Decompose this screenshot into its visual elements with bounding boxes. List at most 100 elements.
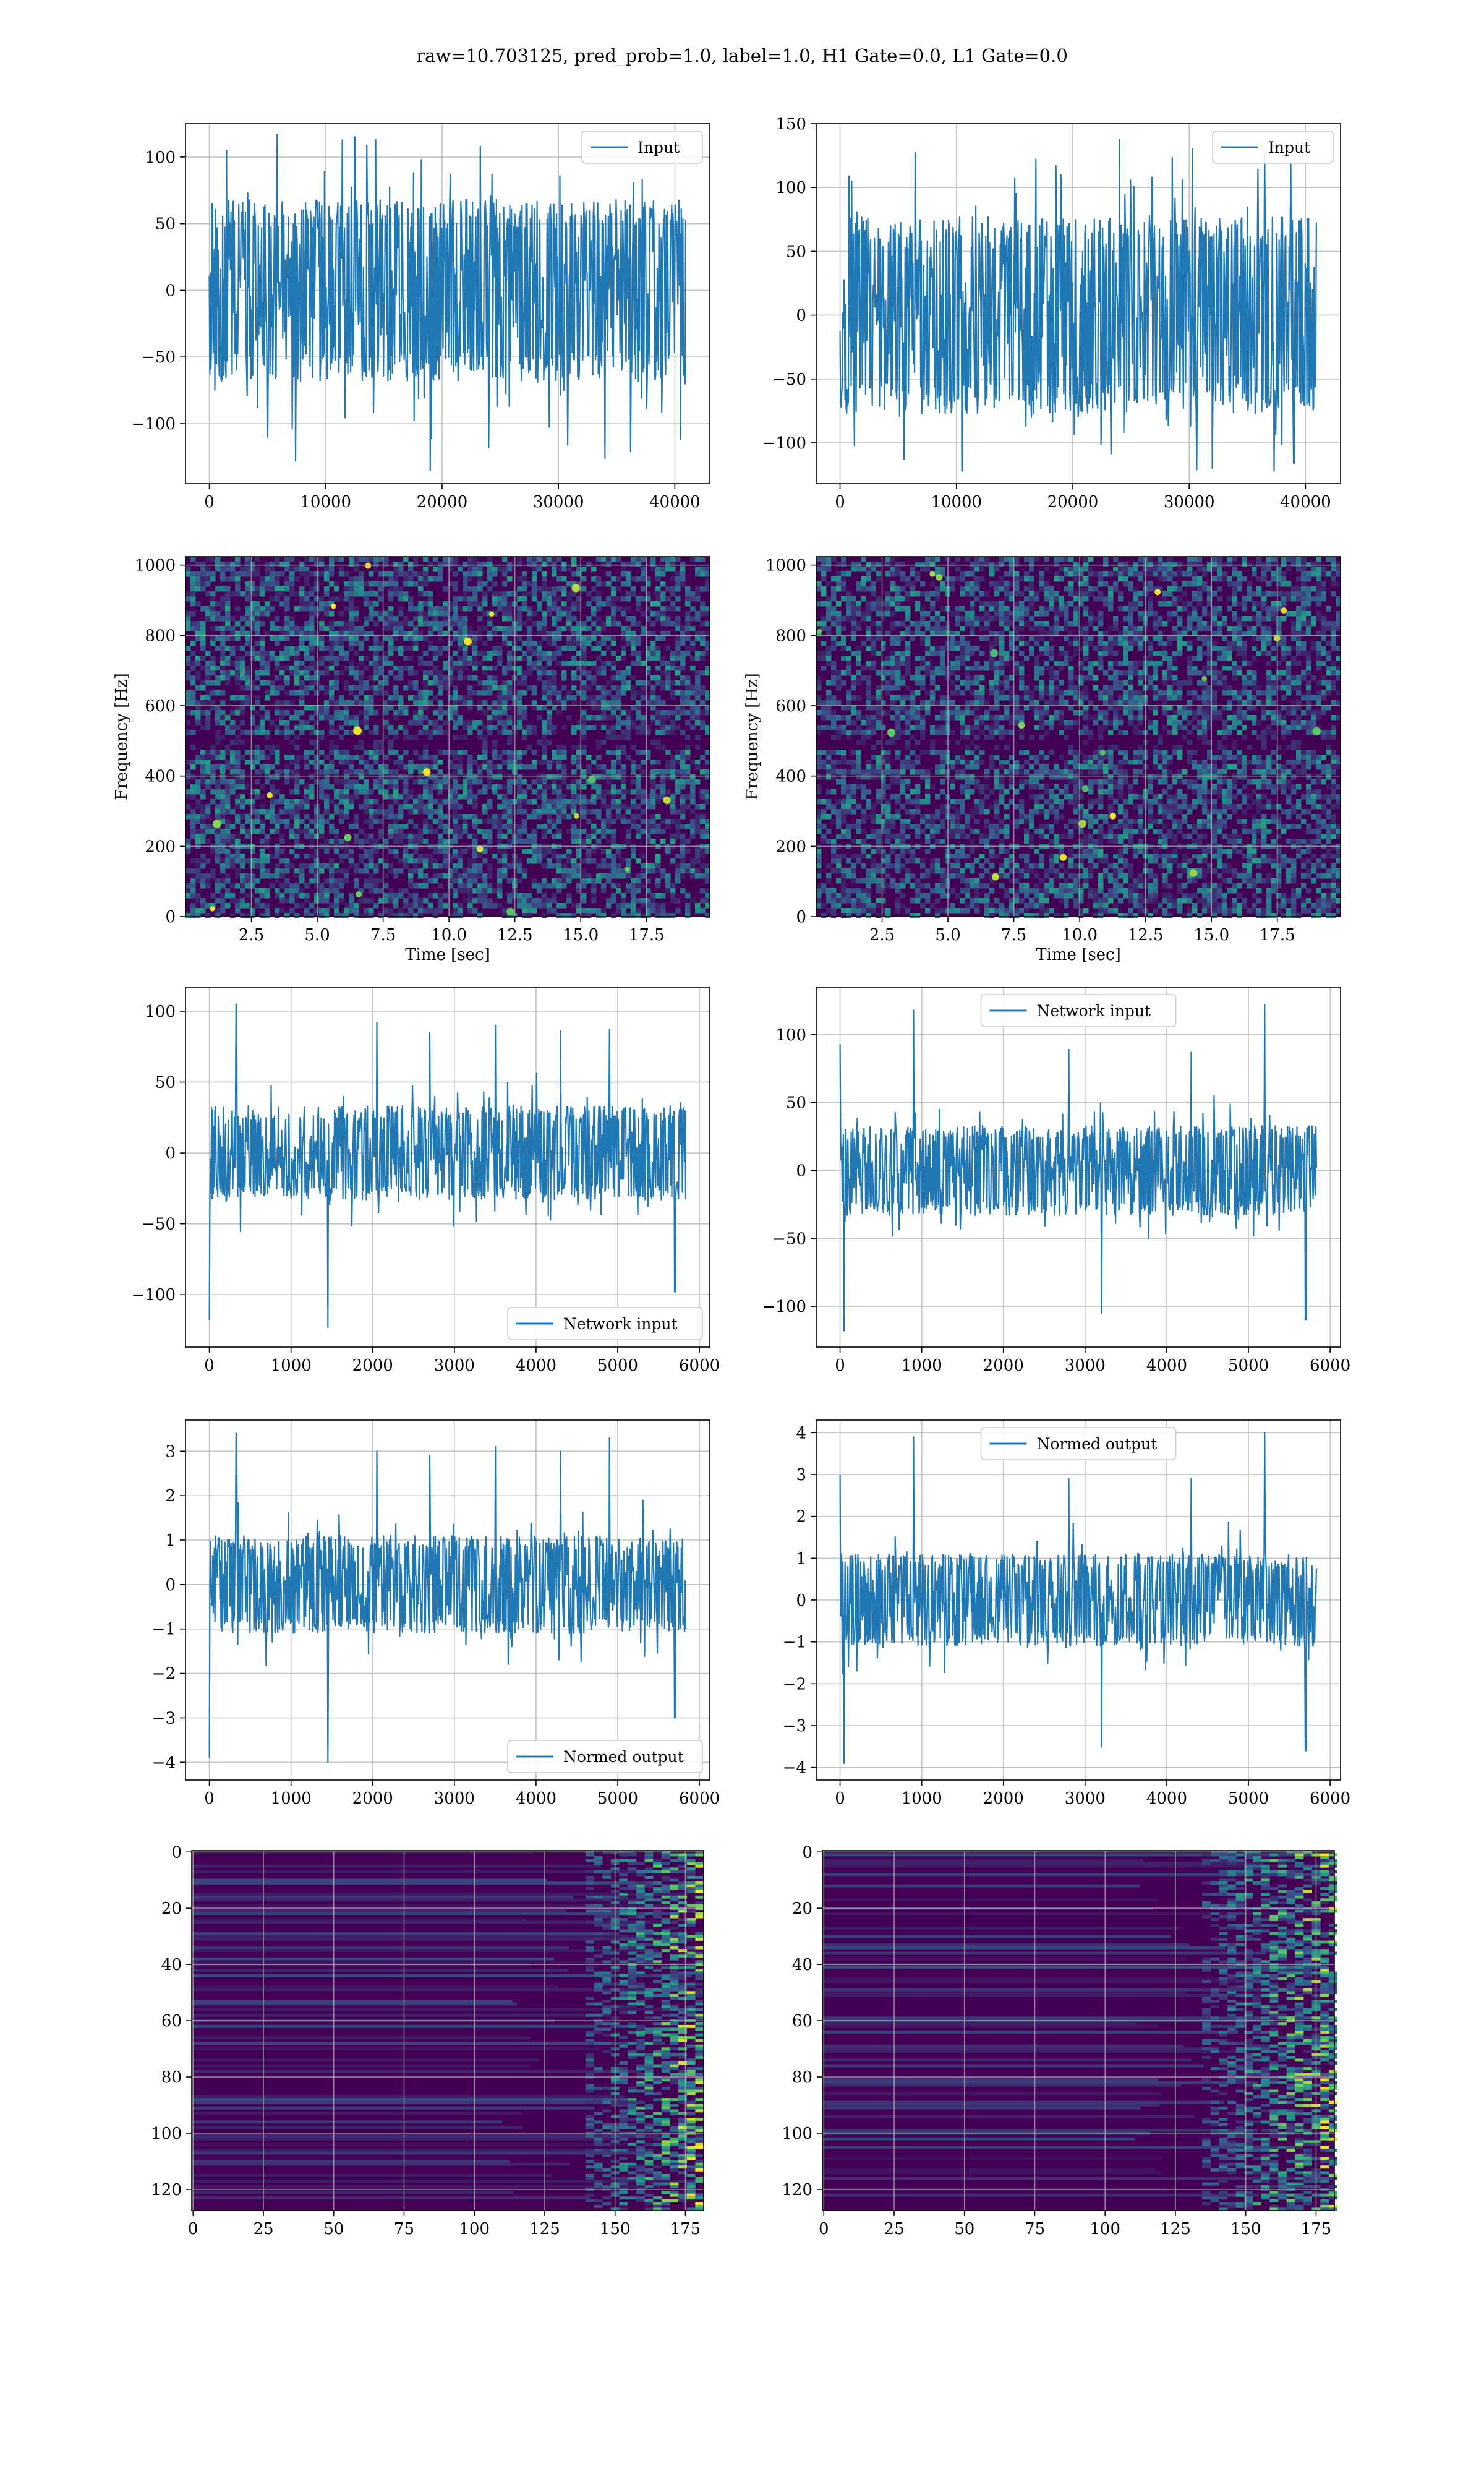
x-tick-label: 12.5 bbox=[1128, 926, 1164, 944]
y-tick-label: 0 bbox=[802, 1843, 812, 1862]
y-tick-label: 1 bbox=[165, 1531, 176, 1550]
y-tick-label: 60 bbox=[161, 2012, 182, 2031]
y-tick-label: 20 bbox=[792, 1899, 812, 1918]
grid-and-ticks: 2.5 5.0 7.5 10.0 12.5 15.0 17.5 0 200 400 600 800 10… bbox=[135, 557, 710, 944]
y-tick-label: 3 bbox=[165, 1442, 176, 1461]
spectrogram-image bbox=[186, 557, 710, 918]
feature-map-image bbox=[192, 1851, 704, 2211]
x-tick-label: 0 bbox=[819, 2220, 829, 2238]
x-tick-label: 0 bbox=[835, 1356, 845, 1375]
x-axis-label: Time [sec] bbox=[405, 946, 490, 964]
axes-frame bbox=[185, 123, 710, 484]
x-tick-label: 17.5 bbox=[629, 926, 665, 944]
x-tick-label: 30000 bbox=[1164, 493, 1215, 511]
chart-feat-l1: 0 25 50 75 100 125 150 175 0 20 40 60 80 100 120 bbox=[782, 1843, 1337, 2238]
x-tick-label: 25 bbox=[884, 2220, 904, 2238]
y-tick-label: −50 bbox=[772, 370, 806, 389]
x-tick-label: 25 bbox=[253, 2220, 273, 2238]
legend: Normed output bbox=[507, 1740, 703, 1773]
x-tick-label: 150 bbox=[600, 2220, 631, 2238]
x-tick-label: 20000 bbox=[417, 493, 468, 511]
y-tick-label: 50 bbox=[155, 1074, 176, 1092]
y-tick-label: −3 bbox=[783, 1717, 806, 1736]
y-tick-label: 0 bbox=[796, 1162, 806, 1180]
x-tick-label: 3000 bbox=[1065, 1356, 1106, 1375]
feature-map-image bbox=[822, 1851, 1337, 2211]
axes-frame bbox=[191, 1850, 704, 2211]
y-tick-label: 0 bbox=[796, 908, 806, 927]
legend-label: Normed output bbox=[1037, 1435, 1158, 1453]
x-tick-label: 30000 bbox=[533, 493, 584, 511]
chart-input-h1: 0 10000 20000 30000 40000 −100 −50 0 50 100 Input bbox=[132, 123, 710, 511]
axes-frame bbox=[816, 123, 1341, 484]
x-tick-label: 175 bbox=[1301, 2220, 1332, 2238]
x-tick-label: 4000 bbox=[516, 1356, 556, 1375]
y-tick-label: −3 bbox=[152, 1709, 176, 1727]
y-tick-label: 2 bbox=[796, 1508, 806, 1526]
x-tick-label: 7.5 bbox=[370, 926, 396, 944]
y-tick-label: 200 bbox=[775, 837, 806, 856]
y-tick-label: 50 bbox=[786, 242, 806, 261]
x-tick-label: 5000 bbox=[1228, 1356, 1269, 1375]
x-tick-label: 10.0 bbox=[1062, 926, 1098, 944]
x-tick-label: 125 bbox=[529, 2220, 560, 2238]
y-tick-label: 100 bbox=[145, 148, 176, 167]
x-tick-label: 1000 bbox=[271, 1789, 312, 1808]
x-tick-label: 2000 bbox=[983, 1789, 1024, 1808]
y-tick-label: 40 bbox=[792, 1956, 812, 1974]
x-axis-label: Time [sec] bbox=[1036, 946, 1121, 964]
x-tick-label: 2000 bbox=[352, 1356, 393, 1375]
y-tick-label: 0 bbox=[165, 908, 176, 927]
chart-netin-h1: 0 1000 2000 3000 4000 5000 6000 −100 −50 0 50 100 Ne… bbox=[132, 987, 720, 1375]
y-tick-label: −4 bbox=[783, 1759, 806, 1778]
y-tick-label: 0 bbox=[165, 281, 176, 300]
y-tick-label: −100 bbox=[132, 415, 176, 434]
y-tick-label: −1 bbox=[152, 1620, 176, 1639]
legend-box bbox=[980, 994, 1177, 1027]
chart-norm-h1: 0 1000 2000 3000 4000 5000 6000 −4 −3 −2 −1 0 1 2 3 Nor… bbox=[152, 1419, 720, 1808]
x-tick-label: 50 bbox=[954, 2220, 974, 2238]
y-tick-label: 800 bbox=[775, 627, 806, 645]
y-tick-label: 100 bbox=[775, 179, 806, 197]
y-tick-label: 800 bbox=[145, 627, 176, 645]
y-tick-label: 400 bbox=[145, 768, 176, 786]
y-tick-label: 80 bbox=[161, 2068, 182, 2087]
y-tick-label: −100 bbox=[132, 1286, 176, 1304]
y-tick-label: 40 bbox=[161, 1956, 182, 1974]
y-tick-label: 150 bbox=[775, 115, 806, 134]
legend: Normed output bbox=[980, 1427, 1177, 1460]
legend: Network input bbox=[980, 994, 1177, 1027]
axes-frame bbox=[816, 1419, 1341, 1781]
y-tick-label: 4 bbox=[796, 1424, 806, 1442]
legend: Network input bbox=[507, 1307, 703, 1340]
x-tick-label: 0 bbox=[204, 493, 215, 511]
y-tick-label: 100 bbox=[145, 1003, 176, 1021]
x-tick-label: 3000 bbox=[434, 1789, 475, 1808]
x-tick-label: 0 bbox=[188, 2220, 198, 2238]
x-tick-label: 40000 bbox=[1280, 493, 1331, 511]
chart-input-l1: 0 10000 20000 30000 40000 −100 −50 0 50 100 150 Inp… bbox=[762, 115, 1341, 511]
x-tick-label: 175 bbox=[670, 2220, 701, 2238]
x-tick-label: 10.0 bbox=[431, 926, 467, 944]
chart-qt-l1: 2.5 5.0 7.5 10.0 12.5 15.0 17.5 0 200 400 600 800 10… bbox=[743, 556, 1341, 964]
y-tick-label: 0 bbox=[171, 1843, 182, 1862]
chart-netin-l1: 0 1000 2000 3000 4000 5000 6000 −100 −50 0 50 100 Ne… bbox=[762, 987, 1350, 1375]
x-tick-label: 0 bbox=[204, 1789, 215, 1808]
legend: Input bbox=[581, 131, 703, 164]
x-tick-label: 6000 bbox=[679, 1789, 720, 1808]
x-tick-label: 4000 bbox=[1146, 1356, 1187, 1375]
legend: Input bbox=[1212, 131, 1334, 164]
y-tick-label: 0 bbox=[165, 1144, 176, 1163]
grid-and-ticks: 0 25 50 75 100 125 150 175 0 20 40 60 80 100 120 bbox=[782, 1843, 1334, 2238]
y-tick-label: 1000 bbox=[135, 557, 176, 575]
figure-suptitle: raw=10.703125, pred_prob=1.0, label=1.0,… bbox=[416, 45, 1068, 67]
x-tick-label: 17.5 bbox=[1260, 926, 1295, 944]
x-tick-label: 2000 bbox=[352, 1789, 393, 1808]
x-tick-label: 1000 bbox=[271, 1356, 312, 1375]
x-tick-label: 1000 bbox=[902, 1789, 942, 1808]
y-tick-label: −50 bbox=[142, 1215, 176, 1234]
x-tick-label: 6000 bbox=[679, 1356, 720, 1375]
x-tick-label: 40000 bbox=[649, 493, 701, 511]
y-tick-label: −100 bbox=[762, 1298, 806, 1316]
x-tick-label: 15.0 bbox=[1193, 926, 1229, 944]
